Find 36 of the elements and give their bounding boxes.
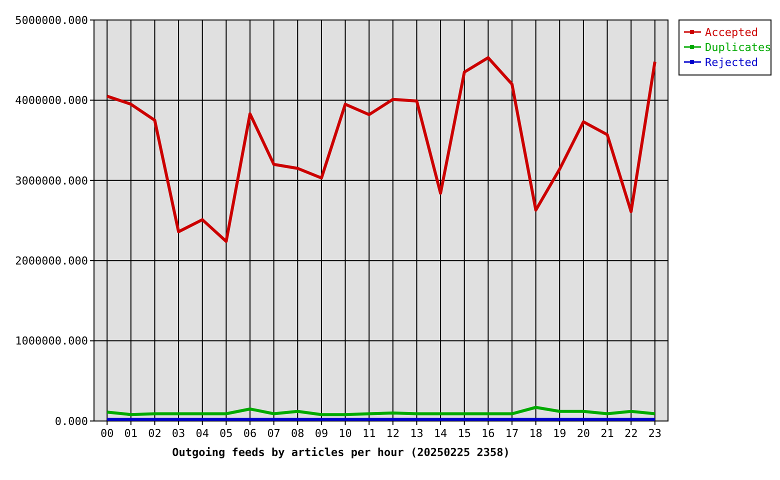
y-tick-label: 5000000.000	[15, 14, 88, 27]
x-tick-label: 03	[172, 427, 186, 440]
x-axis-title: Outgoing feeds by articles per hour (20250225 2358)	[172, 446, 510, 459]
y-tick-label: 4000000.000	[15, 94, 88, 108]
x-tick-label: 18	[529, 427, 542, 440]
x-tick-label: 08	[291, 427, 304, 440]
y-tick-label: 2000000.000	[15, 254, 88, 268]
x-tick-label: 13	[410, 427, 424, 440]
x-tick-label: 09	[314, 427, 328, 440]
x-tick-label: 10	[338, 427, 352, 440]
x-tick-label: 11	[362, 427, 376, 440]
x-tick-label: 01	[124, 427, 138, 440]
legend-label: Accepted	[705, 26, 758, 39]
x-tick-label: 15	[458, 427, 471, 440]
x-tick-label: 12	[386, 427, 400, 440]
line-series	[106, 406, 656, 416]
x-tick-label: 22	[624, 427, 638, 440]
x-tick-label: 06	[243, 427, 257, 440]
x-tick-label: 20	[576, 427, 590, 440]
x-tick-label: 23	[648, 427, 662, 440]
y-tick-label: 0.000	[54, 414, 88, 428]
x-tick-label: 21	[600, 427, 614, 440]
x-tick-label: 07	[267, 427, 280, 440]
y-tick-label: 3000000.000	[15, 174, 88, 188]
x-tick-label: 04	[196, 427, 210, 440]
x-tick-label: 02	[148, 427, 162, 440]
legend-label: Duplicates	[705, 40, 772, 54]
x-tick-label: 17	[505, 427, 519, 440]
x-tick-label: 00	[100, 427, 114, 440]
y-tick-label: 1000000.000	[15, 334, 88, 348]
x-tick-label: 16	[482, 427, 495, 440]
x-tick-label: 14	[434, 427, 448, 440]
legend-label: Rejected	[705, 56, 758, 69]
line-series	[106, 56, 656, 243]
x-tick-label: 05	[220, 427, 233, 440]
x-tick-label: 19	[553, 427, 566, 440]
